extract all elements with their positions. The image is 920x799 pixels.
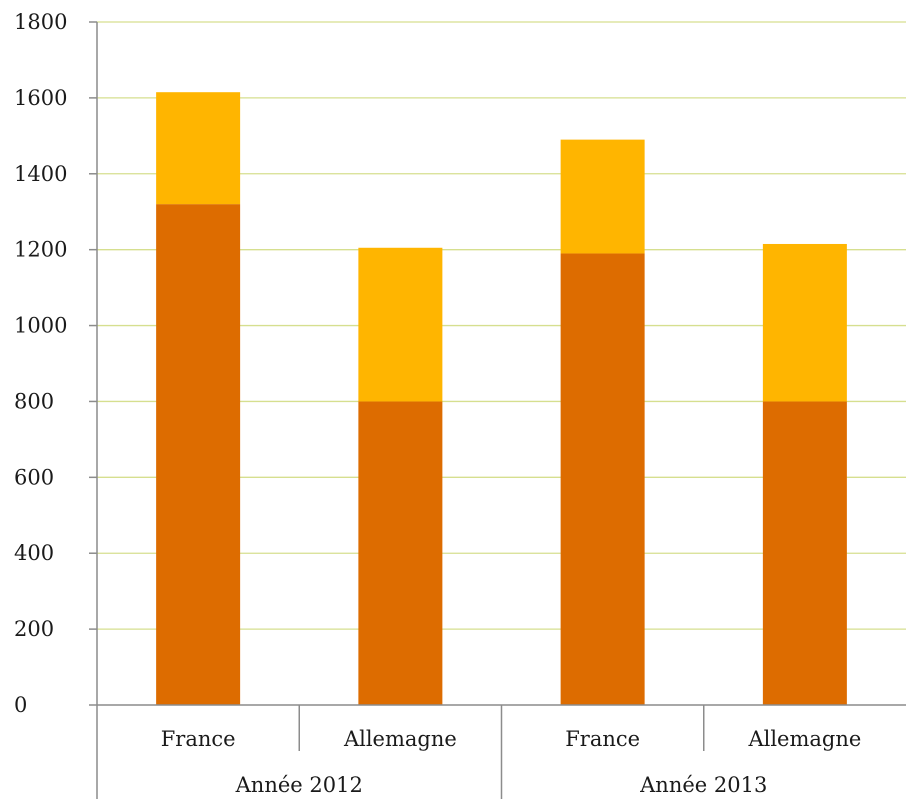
- y-tick-label: 1200: [14, 238, 67, 262]
- x-category-label: Allemagne: [343, 727, 457, 751]
- x-group-label: Année 2012: [235, 773, 363, 797]
- y-tick-label: 600: [14, 465, 54, 489]
- labels: 0 200 400 600 800 1000 1200 1400 1600 1800 France A…: [14, 10, 861, 797]
- y-tick-label: 0: [14, 693, 27, 717]
- bar-segment-2-2: [358, 247, 443, 402]
- bar-segment-2-4: [762, 243, 847, 402]
- y-tick-label: 800: [14, 389, 54, 413]
- y-tick-label: 1000: [14, 314, 67, 338]
- bar-segment-1-1: [156, 204, 241, 705]
- bar-segment-1-2: [358, 401, 443, 705]
- x-group-label: Année 2013: [639, 773, 767, 797]
- bar-segment-2-3: [560, 139, 645, 254]
- bar-segment-1-4: [762, 401, 847, 705]
- y-tick-label: 1600: [14, 86, 67, 110]
- y-tick-label: 1800: [14, 10, 67, 34]
- y-tick-label: 1400: [14, 162, 67, 186]
- y-tick-label: 200: [14, 617, 54, 641]
- axes: [89, 21, 906, 799]
- bar-segment-1-3: [560, 253, 645, 705]
- bar-segment-2-1: [156, 92, 241, 205]
- x-category-label: France: [565, 727, 640, 751]
- bars: [156, 92, 847, 705]
- y-tick-label: 400: [14, 541, 54, 565]
- x-category-label: France: [161, 727, 236, 751]
- x-category-label: Allemagne: [747, 727, 861, 751]
